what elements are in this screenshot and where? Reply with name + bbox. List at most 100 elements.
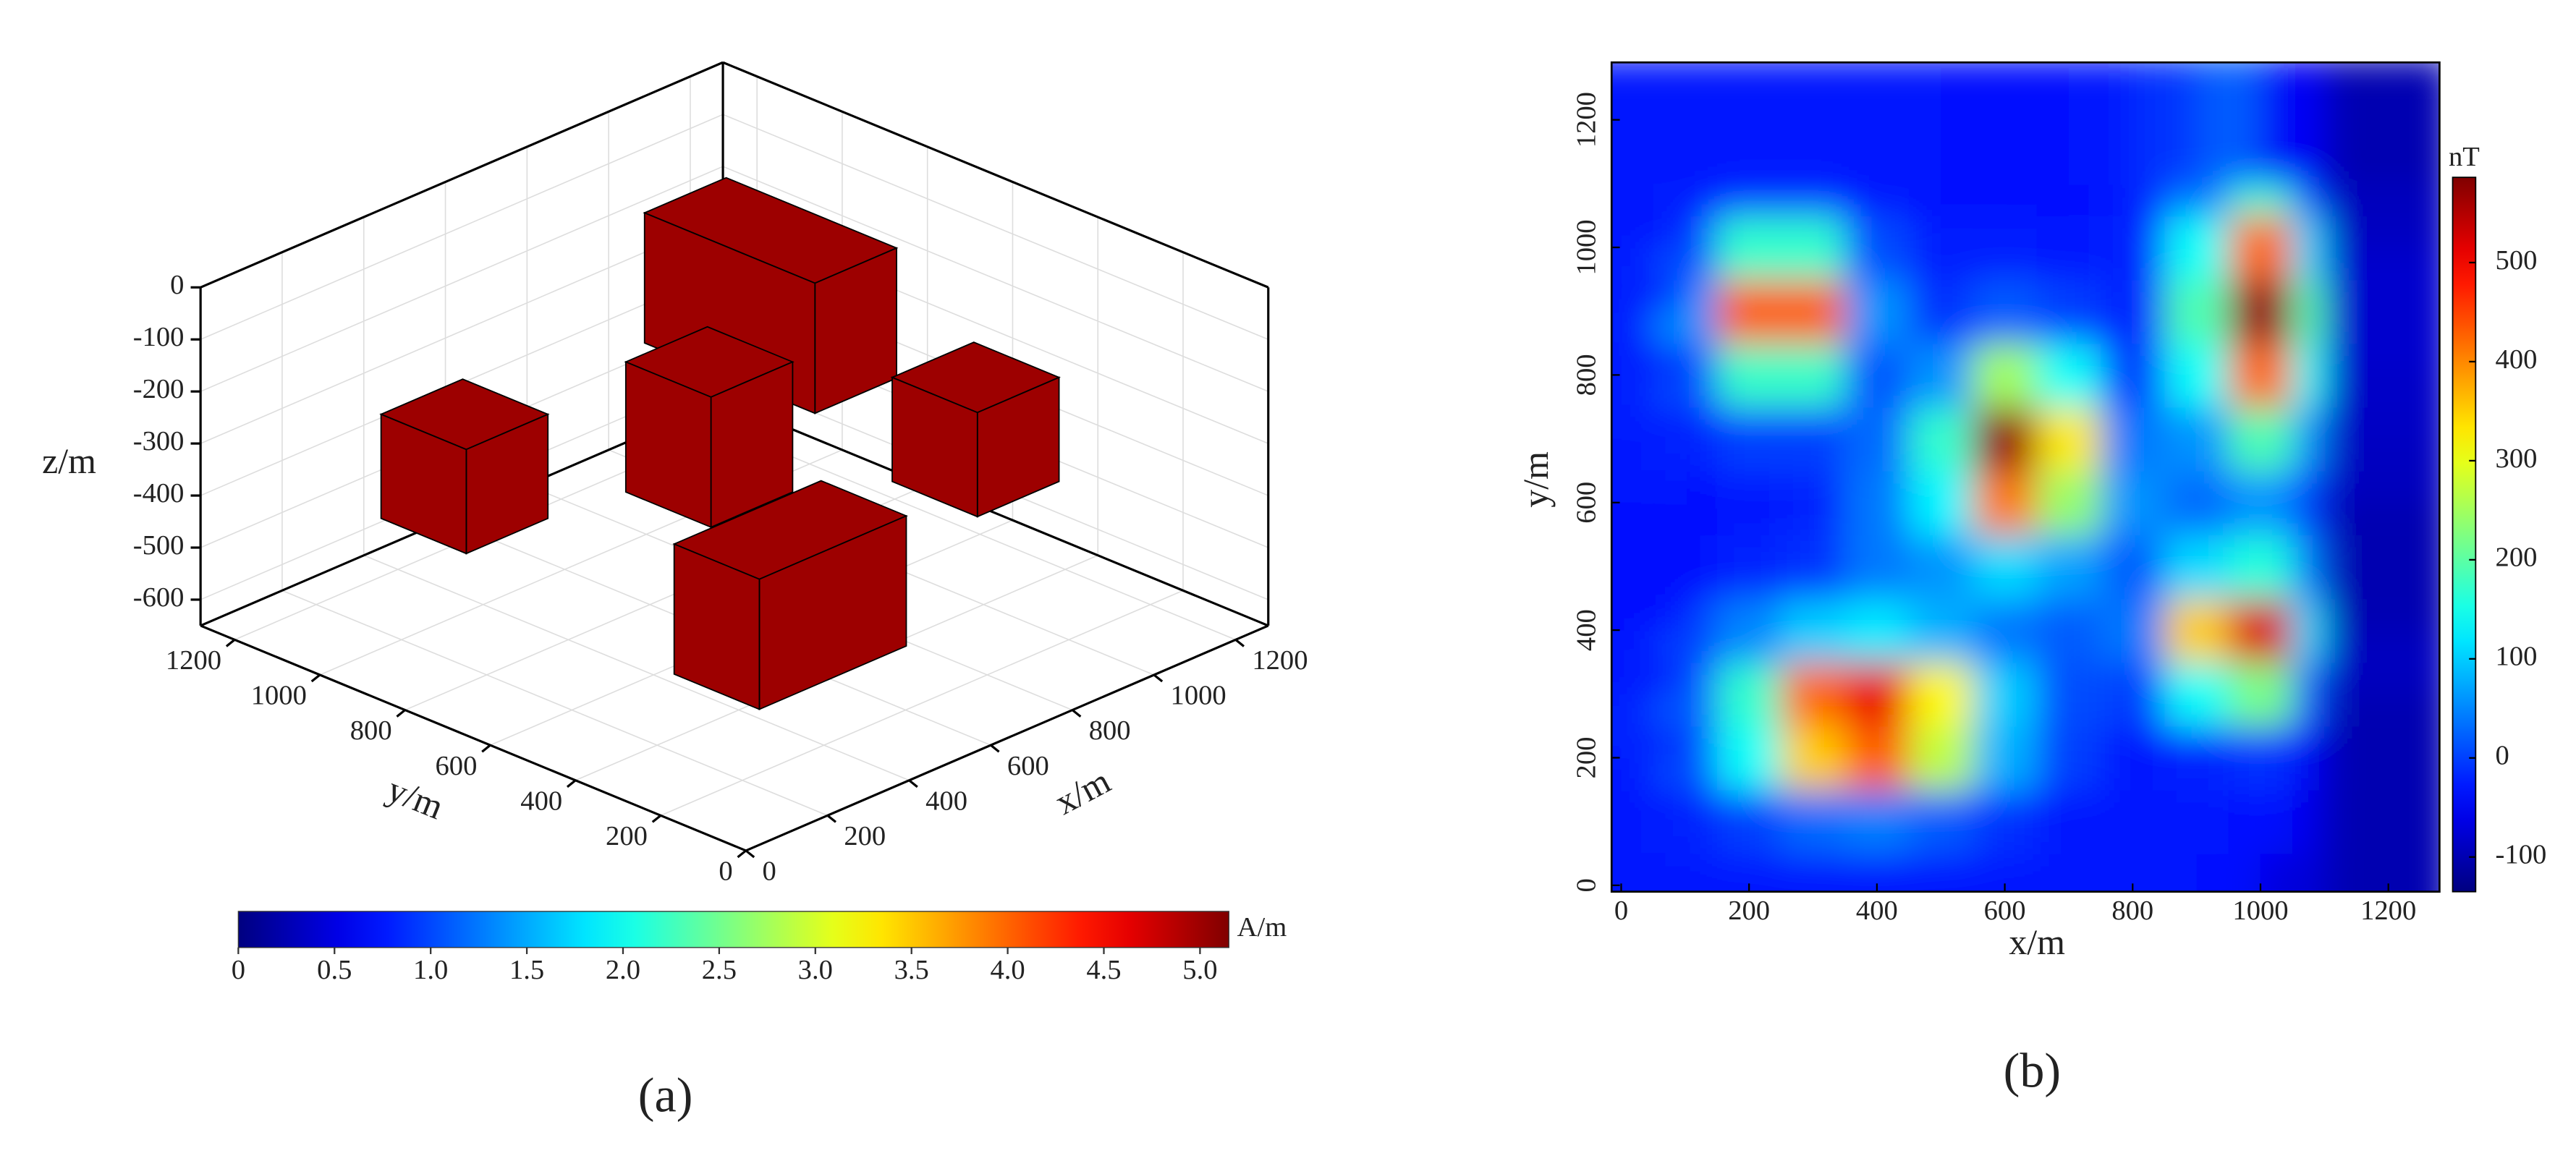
- map-cell: [2164, 662, 2229, 727]
- map-cell: [1844, 279, 1910, 344]
- colorbar: [237, 911, 1229, 948]
- axis-line: [200, 61, 724, 289]
- map-cell: [2101, 215, 2166, 281]
- map-cell: [2036, 598, 2102, 663]
- map-cell: [2036, 662, 2102, 727]
- map-cell: [1844, 598, 1910, 663]
- grid-line: [200, 114, 724, 340]
- tick-mark: [1153, 673, 1164, 683]
- map-cell: [1909, 534, 1974, 600]
- block-face: [673, 543, 760, 710]
- y-tick-label: 1200: [166, 645, 221, 676]
- colorbar-tick-label: 2.5: [702, 955, 737, 985]
- colorbar-tick-label: 4.5: [1086, 955, 1121, 985]
- colorbar-tick-label: 300: [2496, 443, 2538, 474]
- colorbar-tick-label: 1.5: [509, 955, 544, 985]
- tick-mark: [225, 639, 236, 647]
- colorbar-tick-label: 0.5: [317, 955, 352, 985]
- map-cell: [1909, 598, 1974, 663]
- tick-mark: [310, 673, 321, 683]
- z-axis-label: z/m: [42, 441, 96, 481]
- map-cell: [1717, 662, 1782, 727]
- map-cell: [1973, 598, 2038, 663]
- colorbar-tick-label: -100: [2496, 840, 2547, 870]
- z-tick-label: -600: [133, 582, 185, 613]
- map-cell: [1909, 662, 1974, 727]
- map-cell: [1844, 215, 1910, 281]
- map-cell: [1909, 343, 1974, 408]
- map-cell: [2036, 343, 2102, 408]
- map-cell: [1844, 343, 1910, 408]
- map-cell: [1781, 662, 1846, 727]
- map-clip: [1611, 62, 2440, 892]
- map-cell: [2228, 215, 2294, 281]
- colorbar-tick-label: 4.0: [990, 955, 1025, 985]
- block-face: [380, 413, 467, 555]
- map-cell: [2164, 534, 2229, 600]
- y-tick-label: 200: [606, 821, 648, 851]
- z-tick-label: 0: [170, 270, 184, 300]
- tick-mark: [651, 815, 662, 823]
- map-cell: [2228, 407, 2294, 472]
- colorbar: [2452, 177, 2477, 893]
- map-cell: [1973, 343, 2038, 408]
- map-cell: [2036, 726, 2102, 791]
- map-cell: [1973, 407, 2038, 472]
- grid-line: [722, 166, 1269, 392]
- colorbar-tick-label: 100: [2496, 642, 2538, 672]
- tick-mark: [908, 779, 918, 788]
- y-tick-label: 400: [520, 786, 562, 816]
- x-tick-label: 1000: [1171, 681, 1226, 711]
- map-cell: [2101, 534, 2166, 600]
- x-tick-label: 400: [1856, 896, 1898, 926]
- map-cell: [2164, 343, 2229, 408]
- map-cell: [2036, 789, 2102, 854]
- map-cell: [2164, 407, 2229, 472]
- y-tick-label: 800: [350, 715, 392, 746]
- map-cell: [2036, 215, 2102, 281]
- colorbar-tick-label: 3.0: [798, 955, 833, 985]
- map-cell: [1717, 534, 1782, 600]
- map-cell: [2036, 534, 2102, 600]
- colorbar-label: nT: [2449, 142, 2480, 172]
- tick-mark: [566, 779, 577, 788]
- map-cell: [2164, 215, 2229, 281]
- colorbar-tick-label: 0: [232, 955, 245, 985]
- y-tick-label: 600: [436, 751, 478, 781]
- map-cell: [2324, 62, 2440, 184]
- x-axis-label: x/m: [1048, 760, 1117, 822]
- x-tick-label: 1200: [1252, 645, 1308, 676]
- colorbar-tick-label: 400: [2496, 344, 2538, 375]
- map-cell: [1781, 534, 1846, 600]
- x-tick-label: 200: [1728, 896, 1770, 926]
- x-tick-label: 400: [925, 786, 967, 816]
- colorbar-tick-label: 2.0: [606, 955, 640, 985]
- map-cell: [1844, 662, 1910, 727]
- colorbar-tick-label: 0: [2496, 741, 2509, 771]
- map-cell: [1717, 279, 1782, 344]
- axis-line: [722, 399, 1269, 627]
- map-cell: [2036, 407, 2102, 472]
- z-tick-label: -100: [133, 322, 185, 352]
- y-tick-label: 1200: [1571, 92, 1601, 148]
- map-cell: [2164, 598, 2229, 663]
- panel-a: 0 200 400 600 800 1000 1200 0 200 400 600 800 1000 12…: [133, 61, 1308, 985]
- map-cell: [1781, 279, 1846, 344]
- tick-mark: [1234, 639, 1245, 647]
- axis-line: [200, 624, 747, 852]
- map-cell: [1781, 215, 1846, 281]
- map-cell: [2228, 726, 2294, 791]
- map-cell: [2101, 279, 2166, 344]
- map-cell: [1909, 789, 1974, 854]
- map-cell: [1717, 726, 1782, 791]
- map-cell: [2228, 534, 2294, 600]
- map-cell: [1844, 534, 1910, 600]
- grid-line: [363, 555, 910, 781]
- map-cell: [1909, 470, 1974, 535]
- map-cell: [1717, 470, 1782, 535]
- panel-label: (a): [638, 1068, 693, 1123]
- y-tick-label: 0: [1571, 878, 1601, 892]
- grid-line: [200, 166, 724, 392]
- map-cell: [2036, 470, 2102, 535]
- map-cell: [1781, 598, 1846, 663]
